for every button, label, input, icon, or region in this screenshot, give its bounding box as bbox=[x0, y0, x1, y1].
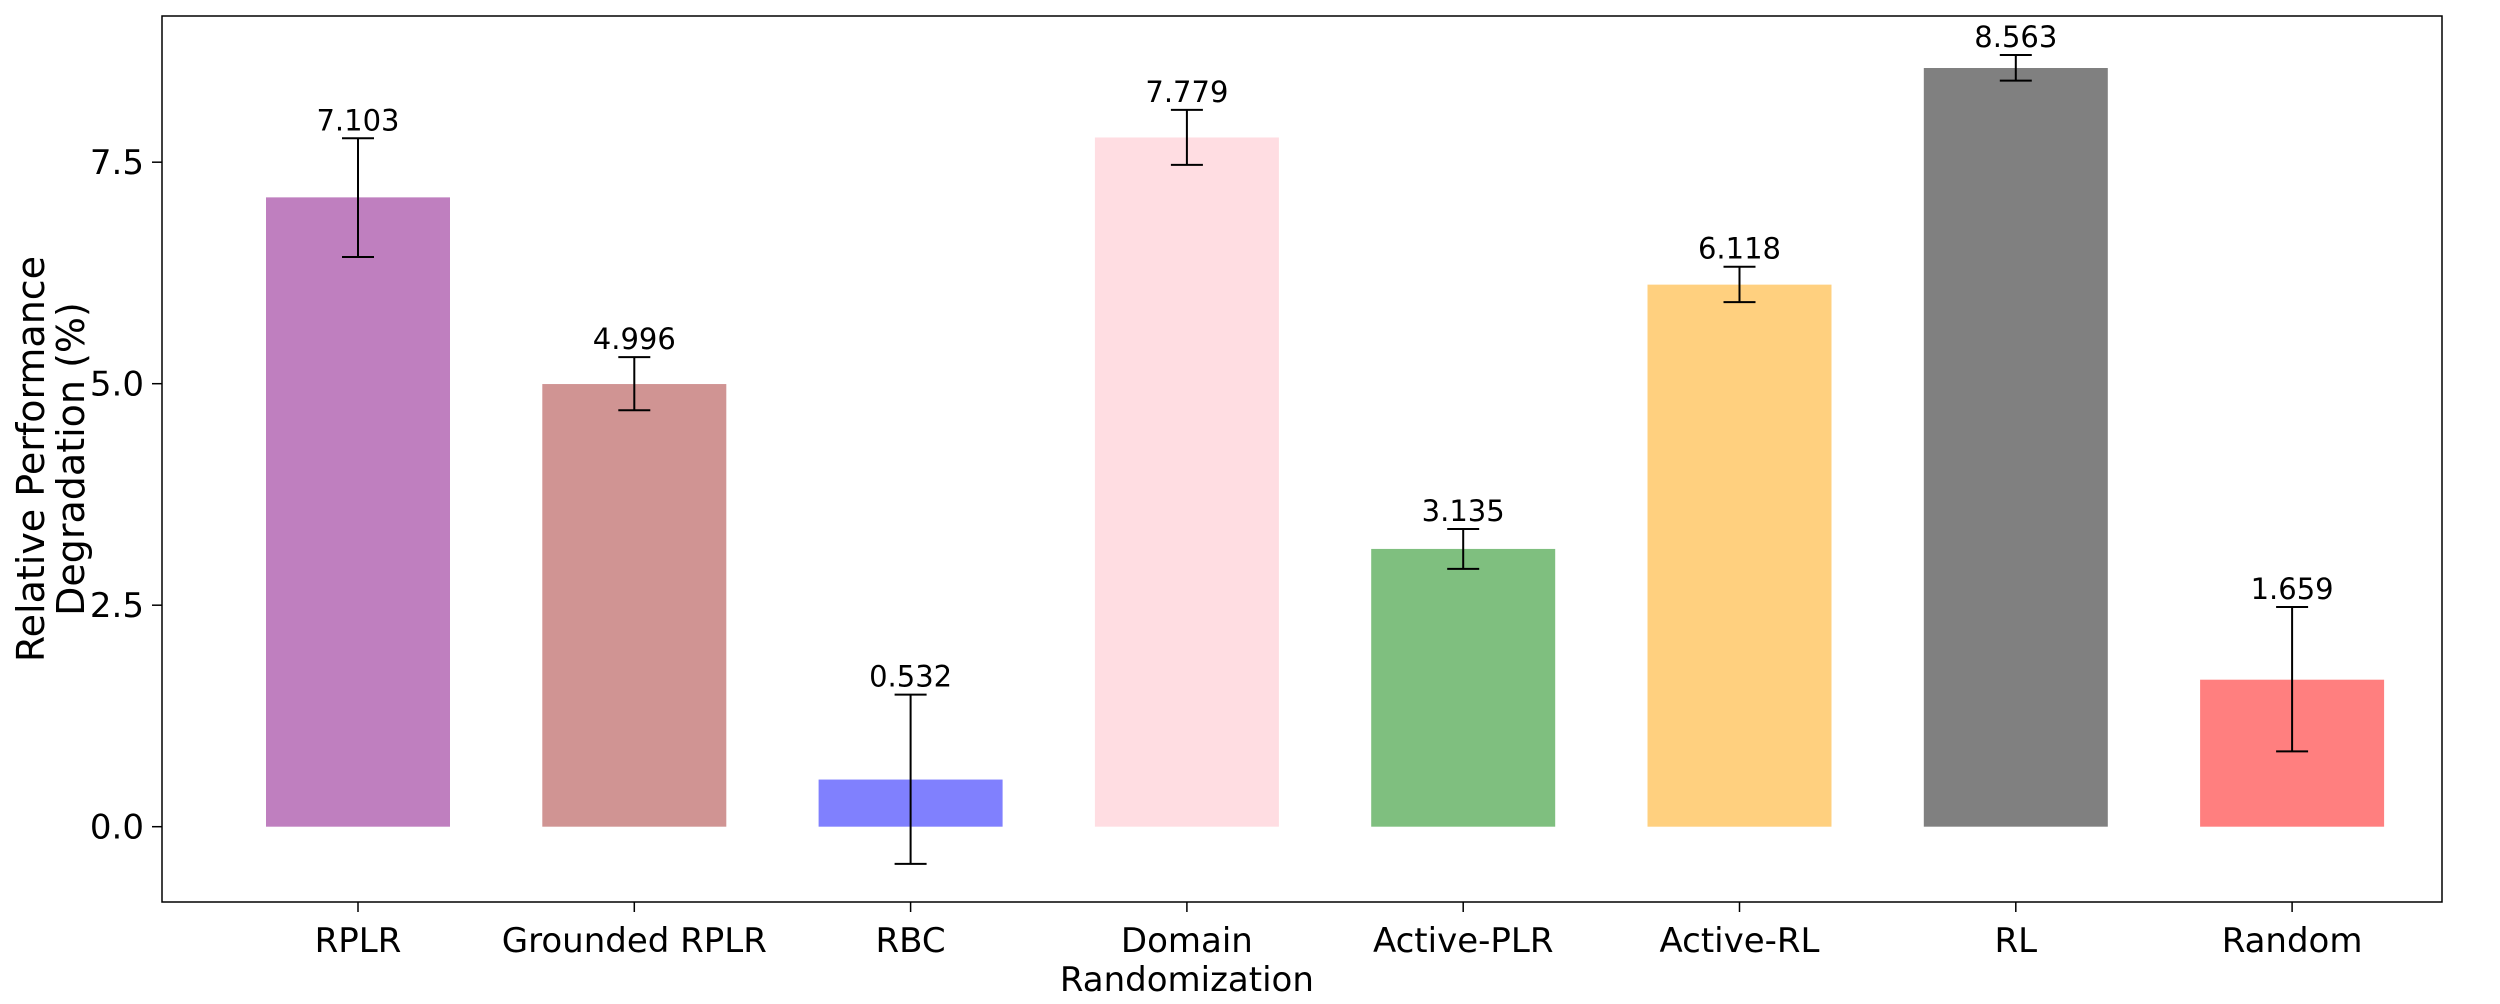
x-tick-label-4: Active-PLR bbox=[1373, 921, 1554, 961]
x-tick-label-line-0-0: RPLR bbox=[315, 921, 402, 961]
x-tick-label-line-5-0: Active-RL bbox=[1659, 921, 1819, 961]
bar-1 bbox=[542, 384, 727, 827]
value-label-3: 7.779 bbox=[1145, 75, 1228, 109]
x-tick-label-3: Domain Randomization bbox=[1060, 921, 1314, 1000]
y-tick-label-3: 7.5 bbox=[90, 143, 144, 183]
x-tick-label-line-4-0: Active-PLR bbox=[1373, 921, 1554, 961]
x-tick-label-line-1-0: Grounded RPLR bbox=[502, 921, 767, 961]
value-label-1: 4.996 bbox=[593, 322, 676, 356]
error-bars-layer bbox=[342, 53, 2309, 865]
plot-frame bbox=[161, 15, 2443, 903]
value-label-0: 7.103 bbox=[316, 103, 399, 137]
value-label-6: 8.563 bbox=[1974, 20, 2057, 54]
y-tick-label-0: 0.0 bbox=[90, 808, 144, 848]
x-tick-label-5: Active-RL bbox=[1659, 921, 1819, 961]
y-axis-label-line-1: Degradation (%) bbox=[49, 302, 93, 616]
bar-6 bbox=[1923, 68, 2108, 827]
y-axis-label-line-0: Relative Performance bbox=[9, 256, 53, 662]
value-label-7: 1.659 bbox=[2251, 572, 2334, 606]
value-label-5: 6.118 bbox=[1698, 232, 1781, 266]
bar-0 bbox=[266, 197, 450, 827]
value-labels-layer: 7.103 4.996 0.532 7.779 3.135 6.118 8.563 1.659 bbox=[316, 20, 2333, 694]
x-tick-label-6: RL bbox=[1995, 921, 2038, 961]
x-tick-label-line-7-0: Random bbox=[2222, 921, 2363, 961]
value-label-2: 0.532 bbox=[869, 660, 952, 694]
bar-5 bbox=[1647, 284, 1832, 827]
x-tick-label-7: Random bbox=[2222, 921, 2363, 961]
x-axis: RPLR Grounded RPLR RBC Domain Randomization A… bbox=[315, 902, 2363, 1000]
y-tick-label-1: 2.5 bbox=[90, 586, 144, 626]
x-tick-label-line-6-0: RL bbox=[1995, 921, 2038, 961]
y-axis-label: Relative PerformanceDegradation (%) bbox=[9, 256, 93, 662]
y-axis: 0.0 2.5 5.0 7.5 bbox=[90, 143, 162, 848]
bars-layer bbox=[266, 68, 2385, 827]
x-tick-label-line-3-0: Domain bbox=[1121, 921, 1253, 961]
value-label-4: 3.135 bbox=[1422, 494, 1505, 528]
bar-3 bbox=[1094, 137, 1279, 827]
x-tick-label-line-2-0: RBC bbox=[876, 921, 946, 961]
y-tick-label-2: 5.0 bbox=[90, 365, 144, 405]
x-tick-label-1: Grounded RPLR bbox=[502, 921, 767, 961]
bar-4 bbox=[1371, 548, 1556, 827]
x-tick-label-line-3-1: Randomization bbox=[1060, 960, 1314, 1000]
x-tick-label-2: RBC bbox=[876, 921, 946, 961]
x-tick-label-0: RPLR bbox=[315, 921, 402, 961]
